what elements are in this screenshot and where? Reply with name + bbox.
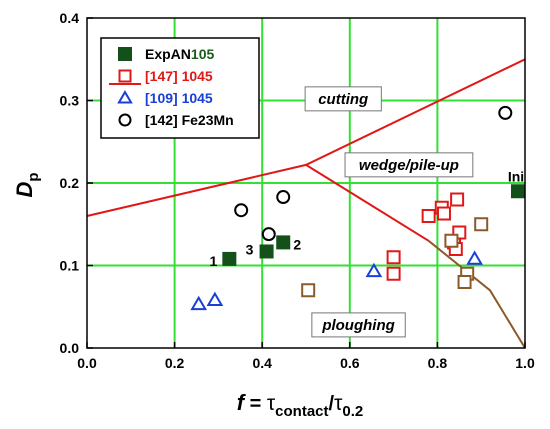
y-tick-label: 0.3: [60, 93, 80, 109]
data-point-open-square: [118, 69, 132, 83]
y-tick-label: 0.2: [60, 175, 80, 191]
legend-entry-material: 105: [191, 46, 215, 62]
data-point-open-circle: [276, 190, 291, 205]
data-point-filled-square: [118, 47, 132, 61]
data-point-open-square: [301, 283, 316, 298]
region-box: [304, 86, 382, 112]
x-axis-label: f = τcontact/τ0.2: [237, 390, 363, 420]
data-point-open-triangle: [190, 295, 208, 311]
x-axis-label-sub1: contact: [275, 403, 328, 420]
x-axis-label-eq: =: [244, 393, 267, 415]
x-tick-label: 0.2: [165, 355, 185, 371]
y-tick-label: 0.1: [60, 258, 80, 274]
legend-entry-material: 1045: [178, 90, 213, 106]
point-label: 3: [246, 241, 254, 257]
data-point-open-circle: [261, 227, 276, 242]
data-point-filled-square: [259, 244, 274, 259]
data-point-open-square: [444, 233, 459, 248]
legend-entry-text: [109] 1045: [145, 90, 213, 106]
y-tick-label: 0.4: [60, 10, 80, 26]
boundary-brown-lower: [427, 240, 526, 349]
x-tick-label: 0.6: [340, 355, 360, 371]
x-tick-label: 0.4: [252, 355, 272, 371]
data-point-filled-square: [276, 235, 291, 250]
x-axis-label-slash: /: [329, 393, 335, 415]
x-axis-label-tau2: τ: [334, 392, 343, 415]
legend-entry-ref: [142]: [145, 112, 178, 128]
y-axis-label-main: D: [12, 182, 37, 198]
y-axis-label-sub: p: [25, 172, 42, 181]
region-labels: cutting wedge/pile-up ploughing: [304, 86, 474, 338]
legend-entry-material: 1045: [178, 68, 213, 84]
x-axis-label-tau1: τ: [267, 392, 276, 415]
region-label: wedge/pile-up: [359, 157, 459, 174]
region-box: [311, 312, 406, 338]
legend-entry-ref: [147]: [145, 68, 178, 84]
point-label: 1: [209, 253, 217, 269]
point-label: 2: [293, 236, 301, 252]
x-axis-label-f: f: [237, 390, 247, 415]
data-point-open-square: [457, 275, 472, 289]
data-points: 1 3 2 Ini: [190, 105, 525, 311]
boundary-red-lower: [305, 164, 430, 242]
data-point-open-square: [386, 266, 401, 281]
data-point-open-triangle: [466, 250, 483, 265]
region-label: cutting: [318, 91, 368, 108]
region-boundaries: [86, 58, 526, 349]
data-point-open-circle: [118, 113, 132, 127]
data-point-open-square: [436, 206, 451, 221]
data-point-open-square: [450, 192, 465, 207]
x-tick-label: 0.8: [428, 355, 448, 371]
region-box: [344, 152, 474, 178]
plot-frame: [86, 17, 526, 349]
data-point-open-square: [474, 217, 489, 232]
x-axis-label-sub2: 0.2: [342, 403, 363, 420]
data-point-filled-square: [222, 251, 237, 266]
x-tick-label: 1.0: [515, 355, 535, 371]
legend-entry-material: Fe23Mn: [178, 112, 234, 128]
data-point-open-square: [421, 209, 436, 223]
data-point-open-circle: [234, 203, 249, 218]
data-point-open-square: [386, 250, 401, 265]
data-point-open-triangle: [206, 291, 224, 307]
data-point-open-circle: [498, 105, 513, 120]
data-point-open-triangle: [365, 262, 383, 278]
x-tick-label: 0.0: [77, 355, 97, 371]
legend-entry-text: ExpAN105: [145, 46, 214, 62]
data-point-filled-square: [510, 184, 525, 199]
tick-labels: 0.0 0.2 0.4 0.6 0.8 1.0 0.0 0.1 0.2 0.3 0.4: [60, 10, 535, 371]
region-label: ploughing: [321, 317, 394, 334]
legend-entry-text: [147] 1045: [145, 68, 213, 84]
legend-entry-ref: ExpAN: [145, 46, 191, 62]
legend: ExpAN105[147] 1045[109] 1045[142] Fe23Mn: [100, 37, 260, 139]
legend-entry-ref: [109]: [145, 90, 178, 106]
point-label: Ini: [508, 168, 524, 184]
y-axis-label: Dp: [12, 172, 42, 197]
y-tick-label: 0.0: [60, 340, 80, 356]
legend-entry-text: [142] Fe23Mn: [145, 112, 234, 128]
data-point-open-triangle: [117, 90, 133, 104]
